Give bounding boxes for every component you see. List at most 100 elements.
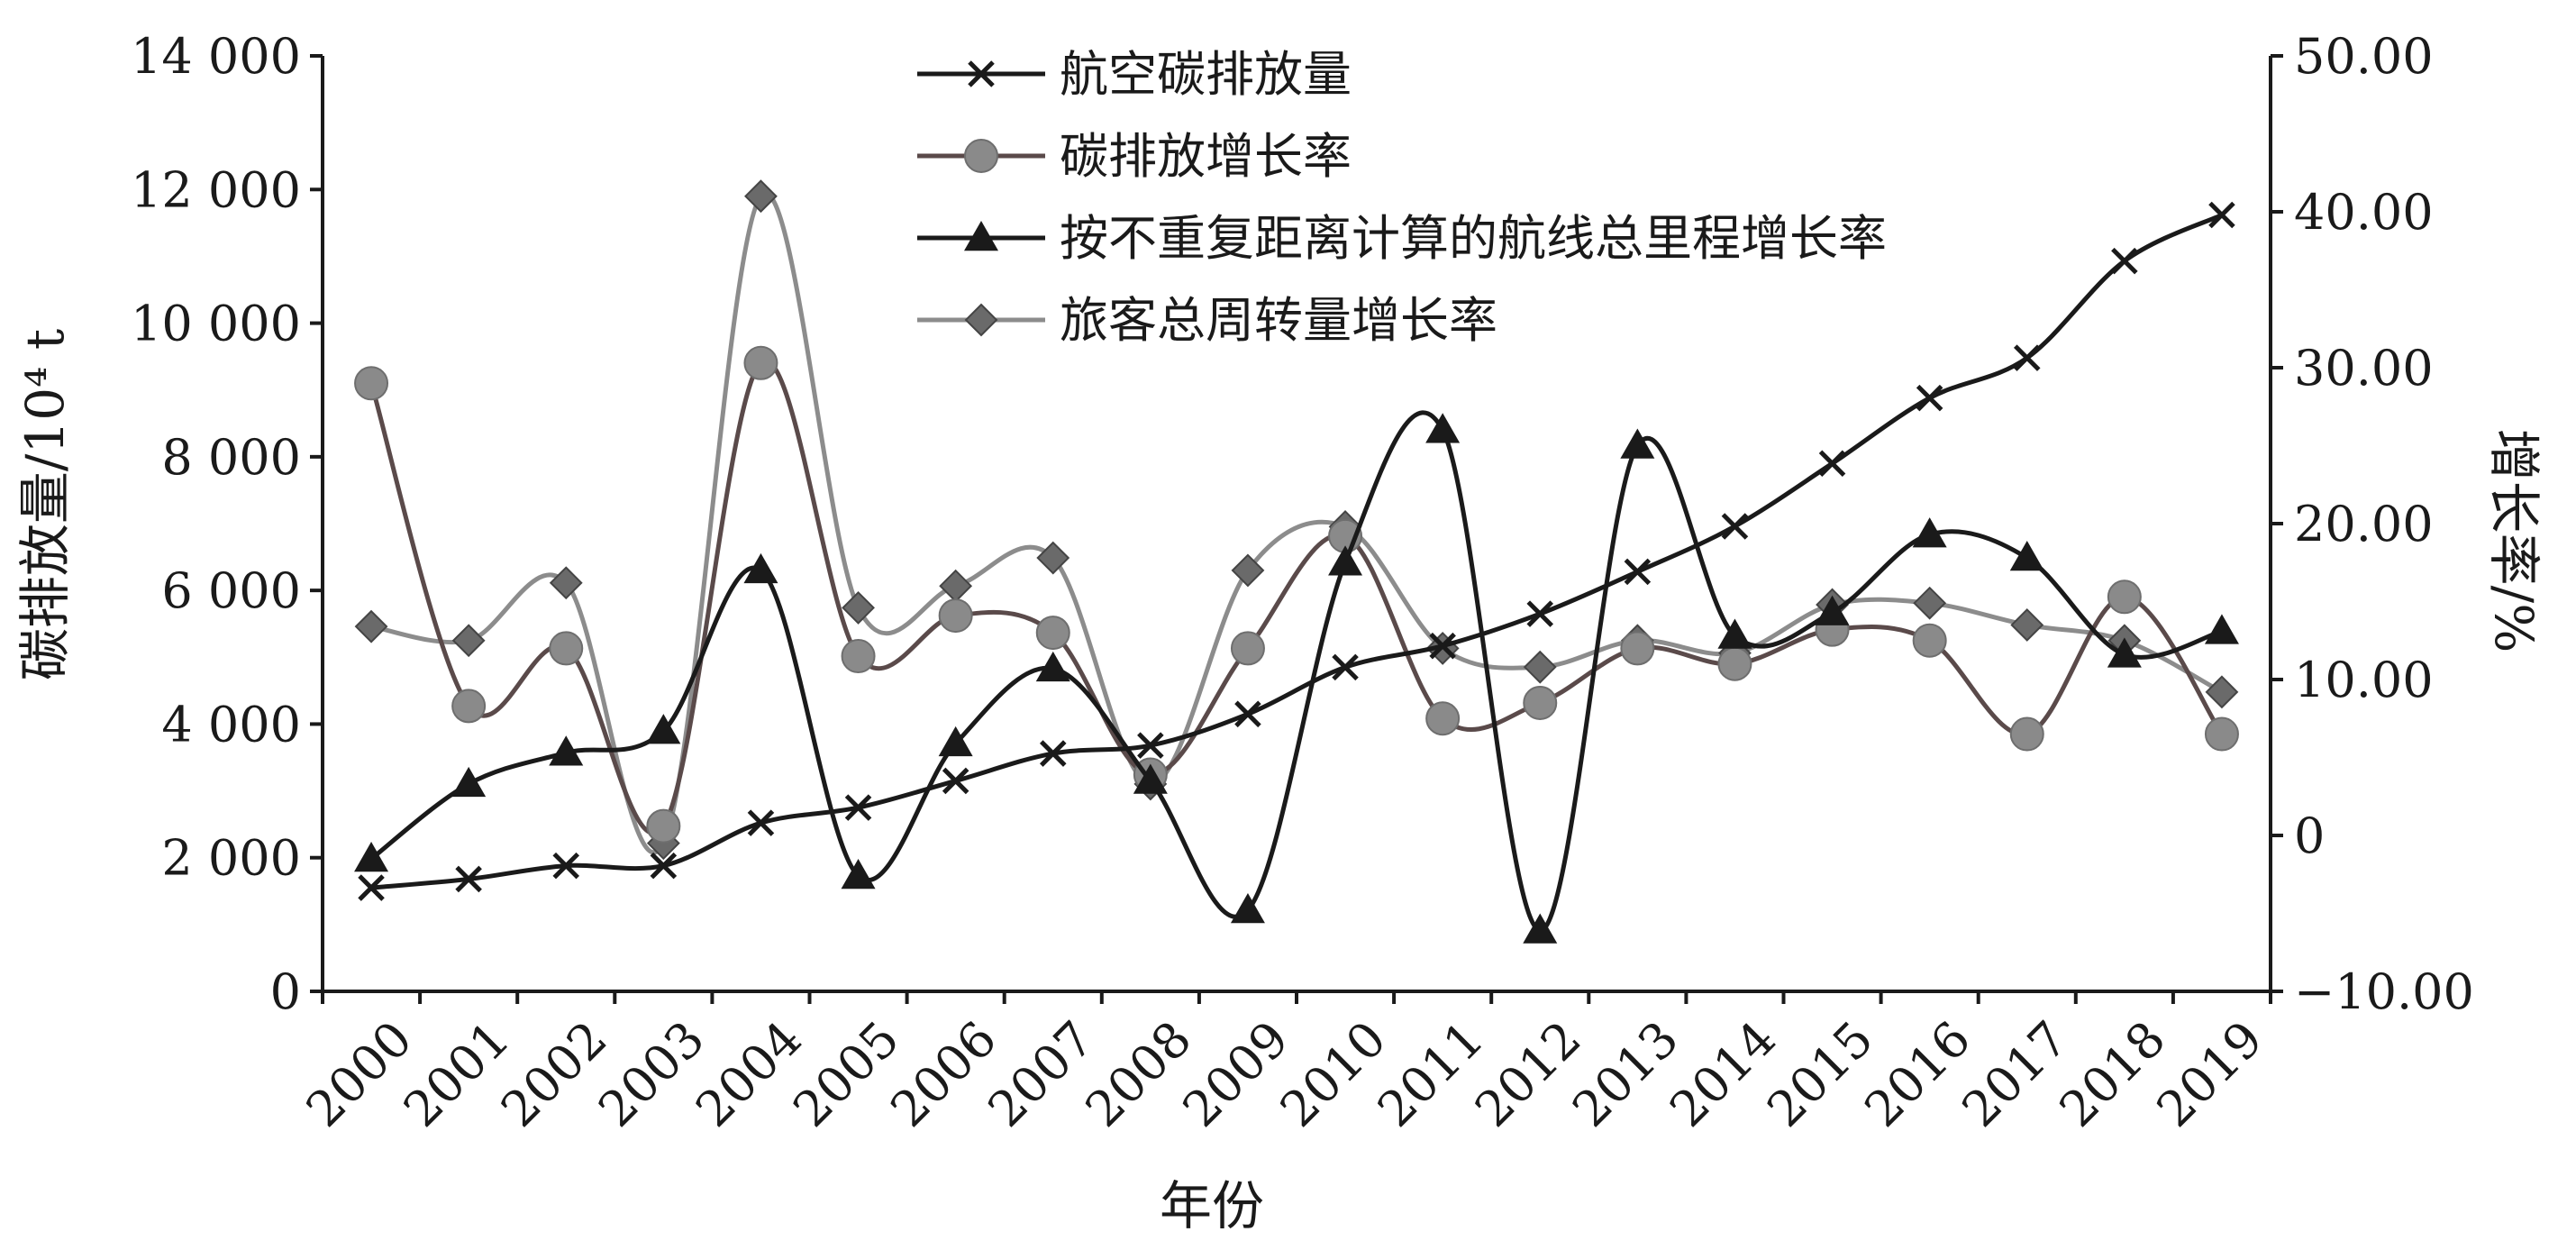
x-tick-label: 2006 [879, 1010, 1007, 1138]
data-point [844, 794, 872, 821]
data-point [939, 569, 973, 603]
data-point [2204, 614, 2239, 644]
data-point [549, 631, 584, 666]
x-tick-label: 2014 [1659, 1010, 1787, 1138]
marker-stroke [552, 852, 580, 880]
data-point [552, 852, 580, 880]
data-point [646, 808, 681, 844]
data-point [1035, 616, 1070, 651]
data-point [2204, 716, 2239, 752]
y-left-tick-label: 4 000 [161, 696, 301, 753]
legend-marker [964, 221, 998, 251]
marker-stroke [1234, 700, 1261, 728]
marker-stroke [1526, 600, 1554, 627]
data-point [358, 874, 385, 901]
legend-item: 碳排放增长率 [917, 128, 1352, 185]
legend-item: 航空碳排放量 [917, 46, 1352, 103]
marker-stroke [650, 852, 678, 880]
data-point [1137, 732, 1164, 759]
data-point [1717, 618, 1752, 649]
marker-stroke [358, 874, 385, 901]
data-point [1523, 685, 1558, 720]
data-point [1526, 600, 1554, 627]
data-point [1429, 632, 1456, 660]
y-right-tick-label: 50.00 [2294, 28, 2434, 85]
data-point [1912, 623, 1947, 658]
y-left-tick-label: 2 000 [161, 830, 301, 887]
y-left-tick-label: 14 000 [131, 28, 301, 85]
data-point [1916, 384, 1943, 412]
y-right-tick-label: 10.00 [2294, 652, 2434, 708]
y-left-tick-label: 0 [270, 963, 301, 1020]
x-tick-label: 2000 [296, 1010, 423, 1138]
data-point [1332, 653, 1359, 681]
x-tick-label: 2013 [1561, 1010, 1689, 1138]
x-tick-label: 2007 [977, 1010, 1105, 1138]
data-point [1234, 700, 1261, 728]
data-point [650, 852, 678, 880]
data-point [1036, 541, 1070, 575]
data-point [549, 566, 583, 600]
marker-stroke [844, 794, 872, 821]
y-right-tick-label: 20.00 [2294, 496, 2434, 552]
data-point [2208, 201, 2235, 229]
legend-marker [964, 139, 998, 173]
y-left-tick-label: 8 000 [161, 429, 301, 486]
data-point [646, 714, 681, 744]
y-left-tick-label: 12 000 [131, 161, 301, 218]
series-layer [354, 179, 2239, 944]
x-tick-label: 2018 [2049, 1010, 2177, 1138]
x-tick-label: 2008 [1075, 1010, 1203, 1138]
marker-stroke [747, 809, 775, 836]
series-0 [358, 201, 2235, 901]
data-point [841, 858, 876, 890]
y-right-tick-label: −10.00 [2294, 963, 2474, 1020]
data-point [1230, 631, 1265, 666]
data-point [1620, 428, 1655, 459]
x-tick-label: 2011 [1367, 1010, 1495, 1138]
data-point [549, 735, 584, 766]
marker-stroke [1429, 632, 1456, 660]
data-point [1818, 450, 1846, 478]
data-point [2205, 675, 2239, 709]
data-point [942, 767, 969, 795]
x-tick-label: 2012 [1464, 1010, 1592, 1138]
data-point [451, 689, 487, 724]
x-tick-label: 2003 [587, 1010, 715, 1138]
marker-stroke [2208, 201, 2235, 229]
data-point [747, 809, 775, 836]
data-point [455, 865, 482, 893]
data-point [354, 609, 388, 643]
legend-label: 按不重复距离计算的航线总里程增长率 [1060, 210, 1887, 267]
legend-item: 旅客总周转量增长率 [917, 292, 1497, 349]
series-1 [354, 345, 2239, 844]
x-tick-label: 2019 [2146, 1010, 2274, 1138]
marker-stroke [1818, 450, 1846, 478]
x-tick-label: 2009 [1172, 1010, 1300, 1138]
legend-marker [968, 60, 995, 87]
data-point [2010, 608, 2044, 642]
y-axis-left-title: 碳排放量/10⁴ t [14, 329, 76, 680]
y-right-tick-label: 0 [2294, 807, 2325, 864]
legend-item: 按不重复距离计算的航线总里程增长率 [917, 210, 1887, 267]
x-tick-label: 2010 [1270, 1010, 1397, 1138]
y-left-tick-label: 6 000 [161, 562, 301, 619]
x-tick-label: 2016 [1853, 1010, 1981, 1138]
legend-label: 碳排放增长率 [1060, 128, 1352, 185]
y-right-tick-label: 40.00 [2294, 184, 2434, 241]
marker-stroke [1916, 384, 1943, 412]
x-tick-label: 2001 [393, 1010, 521, 1138]
data-point [451, 766, 487, 798]
data-point [1523, 913, 1558, 944]
data-point [743, 552, 778, 584]
data-point [938, 598, 973, 634]
data-point [1620, 631, 1655, 666]
y-left-tick-label: 10 000 [131, 296, 301, 352]
data-point [744, 179, 778, 214]
data-point [2111, 247, 2138, 275]
data-point [841, 639, 876, 674]
marker-stroke [1039, 740, 1067, 767]
data-point [2107, 637, 2142, 668]
